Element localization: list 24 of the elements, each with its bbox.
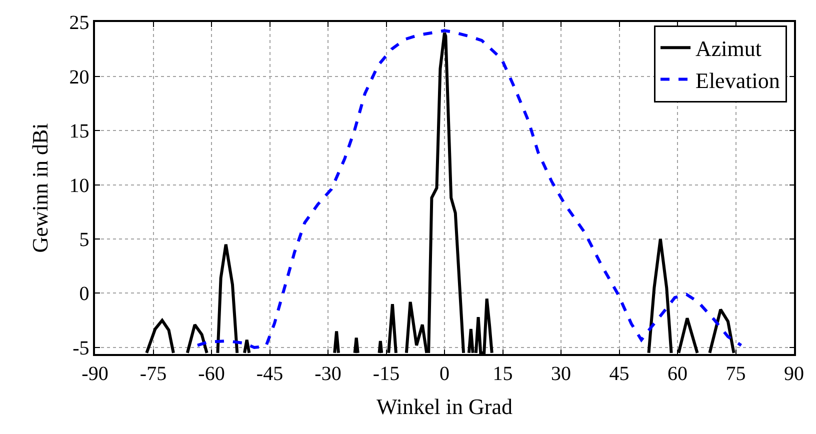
y-tick-label: 15 xyxy=(69,120,90,142)
x-tick-label: -30 xyxy=(314,362,342,385)
x-tick-label: -45 xyxy=(256,362,284,385)
y-tick-label: 10 xyxy=(69,174,90,197)
x-tick-label: 90 xyxy=(784,362,804,385)
legend-label: Azimut xyxy=(696,36,762,62)
legend-label: Elevation xyxy=(696,68,780,93)
x-tick-label: -15 xyxy=(372,362,400,385)
x-tick-label: 75 xyxy=(726,362,746,385)
y-tick-label: 5 xyxy=(79,228,90,251)
x-tick-label: 0 xyxy=(440,362,450,385)
x-tick-label: -75 xyxy=(140,362,167,385)
y-tick-label: 25 xyxy=(69,12,90,34)
y-axis-title: Gewinn in dBi xyxy=(28,123,53,253)
y-tick-label: 20 xyxy=(69,66,90,88)
x-tick-label: 15 xyxy=(492,362,513,385)
x-tick-label: 45 xyxy=(609,362,630,385)
y-tick-label: 0 xyxy=(79,283,90,306)
x-axis-title: Winkel in Grad xyxy=(376,394,512,420)
x-tick-label: -90 xyxy=(82,362,108,385)
x-tick-label: -60 xyxy=(198,362,225,385)
x-tick-label: 60 xyxy=(668,362,688,385)
y-tick-label: -5 xyxy=(72,337,90,360)
x-tick-label: 30 xyxy=(551,362,571,385)
